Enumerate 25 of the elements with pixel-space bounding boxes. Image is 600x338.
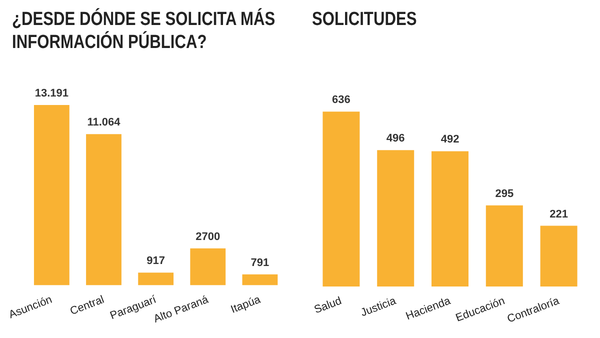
bar [377,150,414,286]
data-label: 2700 [196,230,220,243]
bar [486,205,523,286]
data-label: 492 [440,134,460,146]
x-tick-label: Salud [312,295,344,316]
data-label: 917 [146,255,166,268]
data-label: 496 [386,132,405,145]
data-label: 221 [550,208,568,220]
chart-title: SOLICITUDES [312,8,418,32]
data-label: 636 [332,94,350,106]
bar [432,151,468,286]
bar [34,105,70,286]
data-label: 791 [250,256,270,269]
bar [322,112,360,286]
bar [190,248,226,286]
data-label: 295 [495,188,514,200]
bar [540,226,578,286]
x-tick-label: Justicia [359,294,399,320]
data-label: 11.064 [87,116,122,129]
x-tick-label: Itapúa [229,293,263,316]
bar [242,274,278,286]
data-label: 13.191 [34,88,69,100]
bar [138,272,174,286]
chart-title: ¿DESDE DÓNDE SE SOLICITA MÁS INFORMACIÓN PÚBLICA? [12,8,276,55]
bar [86,134,122,286]
